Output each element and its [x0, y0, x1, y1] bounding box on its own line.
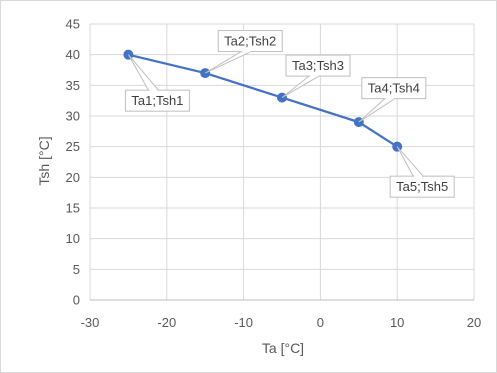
x-tick-label: 10 — [390, 315, 404, 330]
y-tick-label: 20 — [66, 170, 80, 185]
y-tick-label: 45 — [66, 17, 80, 32]
data-label: Ta5;Tsh5 — [396, 179, 448, 194]
y-tick-label: 5 — [73, 262, 80, 277]
callout-pointer — [396, 146, 425, 177]
y-tick-label: 0 — [73, 293, 80, 308]
axes: 0 5 10 15 20 25 30 35 40 45 -30 -20 -10 0 10 20 — [66, 17, 482, 331]
data-label: Ta3;Tsh3 — [292, 58, 344, 73]
data-labels: Ta1;Tsh1 Ta2;Tsh2 Ta3;Tsh3 Ta4;Tsh4 Ta5;Tsh5 — [124, 30, 455, 198]
data-label: Ta4;Tsh4 — [368, 81, 420, 96]
data-label: Ta1;Tsh1 — [131, 93, 183, 108]
callout-pointer — [281, 75, 321, 99]
y-tick-label: 40 — [66, 47, 80, 62]
y-axis-title: Tsh [°C] — [36, 136, 52, 185]
x-tick-label: -20 — [157, 315, 176, 330]
x-tick-label: -10 — [234, 315, 253, 330]
x-tick-label: 0 — [317, 315, 324, 330]
x-axis-title: Ta [°C] — [262, 340, 304, 356]
y-tick-label: 30 — [66, 109, 80, 124]
y-tick-label: 35 — [66, 78, 80, 93]
x-tick-label: -30 — [81, 315, 100, 330]
gridlines — [89, 23, 475, 301]
y-tick-label: 10 — [66, 231, 80, 246]
y-tick-label: 15 — [66, 201, 80, 216]
y-tick-label: 25 — [66, 139, 80, 154]
x-tick-label: 20 — [467, 315, 481, 330]
callout-pointer — [358, 98, 397, 123]
data-label: Ta2;Tsh2 — [224, 34, 276, 49]
